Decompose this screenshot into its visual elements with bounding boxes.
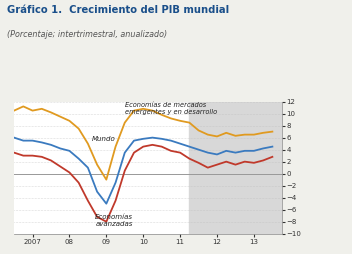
- Text: Gráfico 1.  Crecimiento del PIB mundial: Gráfico 1. Crecimiento del PIB mundial: [7, 5, 229, 15]
- Text: Mundo: Mundo: [92, 136, 115, 142]
- Text: Economías de mercados
emergentes y en desarrollo: Economías de mercados emergentes y en de…: [125, 102, 217, 115]
- Text: (Porcentaje; intertrimestral, anualizado): (Porcentaje; intertrimestral, anualizado…: [7, 30, 167, 39]
- Bar: [189, 102, 282, 234]
- Text: Economías
avanzadas: Economías avanzadas: [95, 214, 133, 228]
